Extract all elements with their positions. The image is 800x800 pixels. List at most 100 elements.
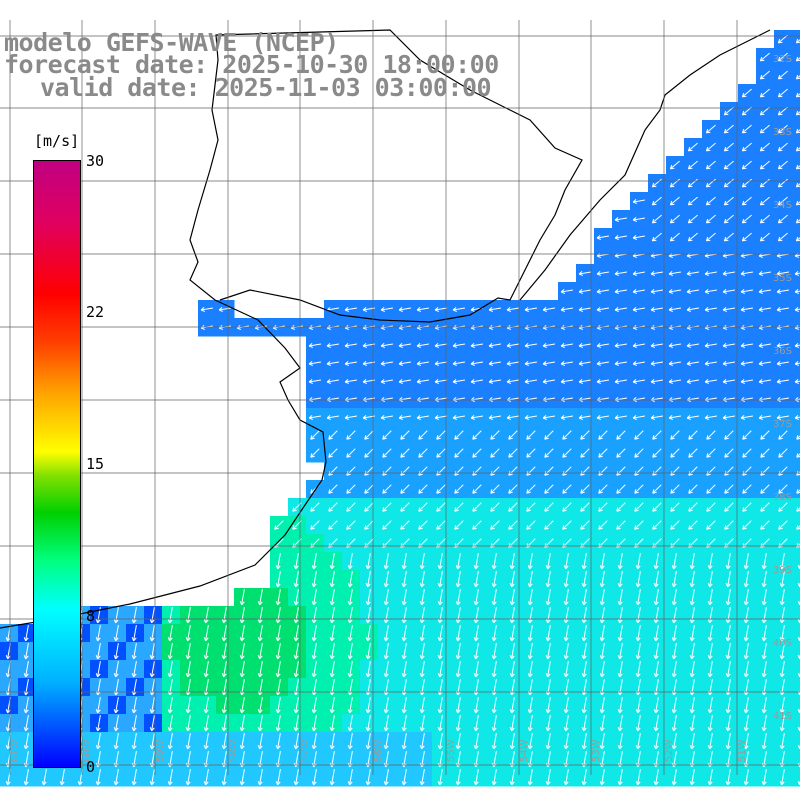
- wind-arrow: [434, 361, 447, 366]
- wind-arrow: [308, 361, 321, 366]
- wind-arrow: [578, 379, 591, 384]
- wind-arrow: [328, 502, 338, 512]
- wind-arrow: [776, 307, 789, 312]
- lon-label: 54W: [519, 739, 530, 762]
- wind-arrow: [617, 625, 623, 642]
- wind-arrow: [563, 553, 569, 570]
- colorbar-tick-30: 30: [86, 152, 105, 170]
- wind-arrow: [797, 563, 800, 570]
- wind-arrow: [743, 571, 749, 588]
- wind-arrow: [779, 571, 785, 588]
- wind-arrow: [545, 625, 551, 642]
- wind-arrow: [218, 307, 231, 312]
- wind-arrow: [344, 415, 357, 420]
- wind-arrow: [382, 448, 392, 458]
- wind-arrow: [416, 415, 429, 420]
- wind-arrow: [779, 589, 785, 606]
- wind-arrow: [455, 571, 461, 588]
- wind-arrow: [797, 581, 800, 588]
- wind-arrow: [383, 553, 389, 570]
- wind-arrow: [472, 484, 482, 494]
- wind-arrow: [650, 271, 663, 276]
- wind-arrow: [722, 415, 735, 420]
- wind-arrow: [650, 289, 663, 294]
- wind-arrow: [581, 607, 587, 624]
- wind-arrow: [687, 160, 698, 170]
- wind-arrow: [599, 607, 605, 624]
- wind-arrow: [95, 625, 101, 642]
- wind-arrow: [742, 484, 752, 494]
- wind-arrow: [344, 343, 357, 348]
- wind-arrow: [326, 361, 339, 366]
- wind-arrow: [596, 379, 609, 384]
- wind-arrow: [706, 520, 716, 530]
- wind-arrow: [651, 196, 662, 206]
- wind-arrow: [526, 448, 536, 458]
- wind-arrow: [742, 520, 752, 530]
- wind-arrow: [687, 232, 698, 242]
- wind-arrow: [509, 553, 515, 570]
- wind-arrow: [203, 607, 209, 624]
- wind-cell: [792, 480, 800, 499]
- wind-arrow: [581, 571, 587, 588]
- lon-label: 53W: [591, 739, 602, 762]
- wind-arrow: [632, 289, 645, 294]
- wind-arrow: [581, 625, 587, 642]
- wind-arrow: [380, 361, 393, 366]
- wind-arrow: [490, 448, 500, 458]
- wind-arrow: [614, 307, 627, 312]
- wind-arrow: [653, 607, 659, 624]
- wind-arrow: [634, 520, 644, 530]
- wind-cell: [792, 750, 800, 769]
- wind-arrow: [508, 520, 518, 530]
- wind-arrow: [509, 607, 515, 624]
- wind-arrow: [113, 643, 119, 660]
- wind-arrow: [671, 625, 677, 642]
- wind-arrow: [614, 343, 627, 348]
- wind-arrow: [419, 553, 425, 570]
- wind-arrow: [741, 142, 752, 152]
- wind-arrow: [704, 379, 717, 384]
- wind-arrow: [724, 448, 734, 458]
- wind-arrow: [436, 484, 446, 494]
- wind-arrow: [526, 430, 536, 440]
- wind-arrow: [687, 142, 698, 152]
- wind-arrow: [185, 625, 191, 642]
- wind-arrow: [398, 379, 411, 384]
- wind-arrow: [596, 307, 609, 312]
- wind-arrow: [616, 430, 626, 440]
- wind-arrow: [704, 415, 717, 420]
- wind-arrow: [743, 589, 749, 606]
- wind-arrow: [705, 214, 716, 224]
- wind-arrow: [777, 214, 788, 224]
- wind-arrow: [794, 361, 800, 366]
- wind-arrow: [527, 625, 533, 642]
- wind-arrow: [669, 160, 680, 170]
- wind-arrow: [776, 271, 789, 276]
- wind-arrow: [778, 520, 788, 530]
- wind-arrow: [167, 607, 173, 624]
- wind-arrow: [131, 607, 137, 624]
- wind-arrow: [275, 625, 281, 642]
- wind-arrow: [742, 502, 752, 512]
- wind-cell: [792, 552, 800, 571]
- wind-arrow: [560, 415, 573, 420]
- wind-arrow: [434, 307, 447, 312]
- wind-arrow: [275, 607, 281, 624]
- wind-cell: [792, 462, 800, 481]
- wind-arrow: [758, 289, 771, 294]
- wind-arrow: [524, 343, 537, 348]
- wind-arrow: [400, 520, 410, 530]
- wind-arrow: [508, 430, 518, 440]
- wind-arrow: [400, 502, 410, 512]
- wind-arrow: [416, 343, 429, 348]
- wind-arrow: [777, 178, 788, 188]
- wind-arrow: [560, 343, 573, 348]
- wind-arrow: [777, 52, 788, 62]
- colorbar-tick-22: 22: [86, 303, 105, 321]
- wind-arrow: [434, 415, 447, 420]
- wind-arrow: [741, 160, 752, 170]
- wind-arrow: [598, 448, 608, 458]
- wind-arrow: [560, 379, 573, 384]
